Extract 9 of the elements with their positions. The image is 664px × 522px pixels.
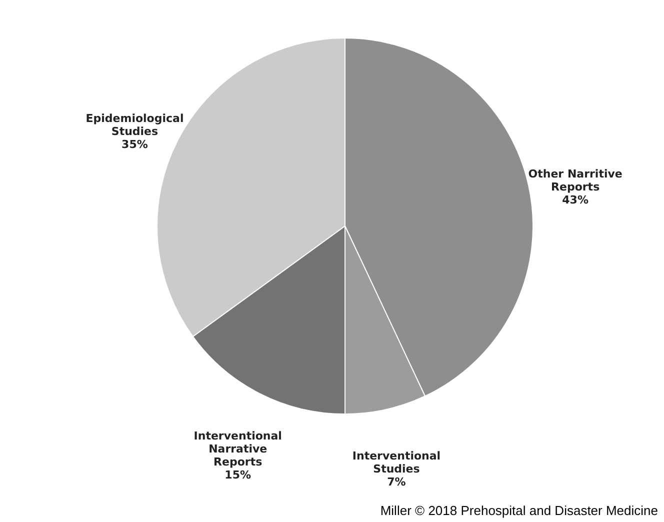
slice-label: Interventional Narrative Reports — [194, 429, 282, 468]
data-label: 7% — [387, 475, 406, 488]
slice-label: Other Narritive Reports — [528, 168, 622, 194]
slice-label: Epidemiological Studies — [86, 112, 184, 138]
slice-label: Interventional Studies — [352, 449, 441, 476]
data-label: 35% — [122, 138, 148, 151]
data-label: 43% — [562, 194, 588, 207]
text: Miller © 2018 Prehospital and Disaster Medicine — [380, 503, 658, 518]
data-label: 15% — [224, 468, 252, 482]
